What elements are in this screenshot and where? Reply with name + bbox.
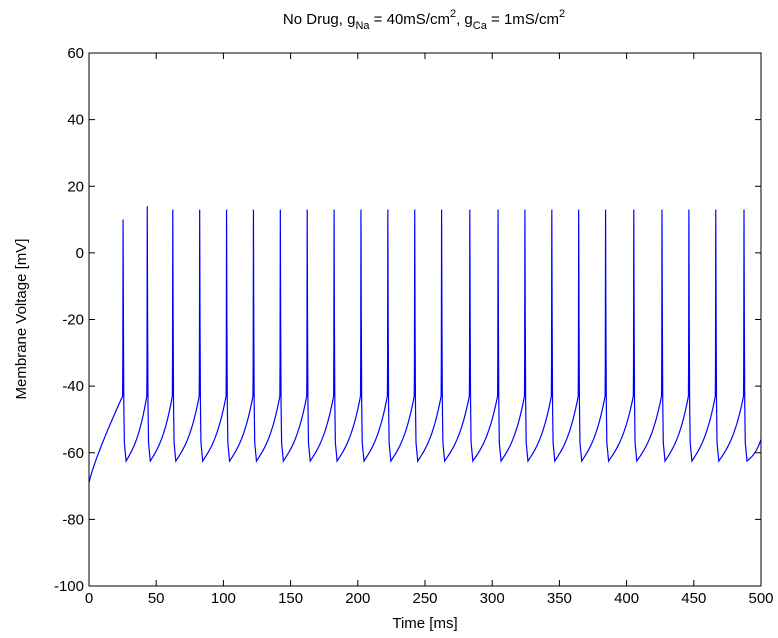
x-tick-label: 200 xyxy=(345,590,370,607)
y-tick-label: 20 xyxy=(67,178,84,195)
x-tick-label: 450 xyxy=(681,590,706,607)
y-tick-label: 40 xyxy=(67,112,84,129)
y-tick-label: -20 xyxy=(62,312,84,329)
x-tick-label: 250 xyxy=(412,590,437,607)
title-gca-superscript: 2 xyxy=(559,8,565,20)
x-tick-label: 300 xyxy=(480,590,505,607)
x-axis-ticks: 0 50 100 150 200 250 300 350 400 450 500 xyxy=(85,53,774,607)
y-tick-label: -60 xyxy=(62,445,84,462)
y-axis-label: Membrane Voltage [mV] xyxy=(13,239,30,400)
y-tick-label: -40 xyxy=(62,378,84,395)
x-tick-label: 100 xyxy=(211,590,236,607)
title-separator: , g xyxy=(456,11,473,28)
plot-background xyxy=(89,53,761,586)
x-tick-label: 500 xyxy=(748,590,773,607)
title-gna-subscript: Na xyxy=(355,20,370,32)
x-tick-label: 400 xyxy=(614,590,639,607)
title-gna-superscript: 2 xyxy=(450,8,456,20)
x-tick-label: 0 xyxy=(85,590,93,607)
x-tick-label: 150 xyxy=(278,590,303,607)
y-tick-label: 60 xyxy=(67,45,84,62)
x-axis-label: Time [ms] xyxy=(392,615,457,632)
plot-area xyxy=(88,52,762,587)
title-gca-value: = 1mS/cm xyxy=(487,11,559,28)
y-tick-label: -80 xyxy=(62,511,84,528)
voltage-trace-line xyxy=(89,206,761,483)
x-tick-label: 350 xyxy=(547,590,572,607)
title-gna-value: = 40mS/cm xyxy=(370,11,450,28)
title-prefix: No Drug, g xyxy=(283,11,356,28)
title-gca-subscript: Ca xyxy=(473,20,488,32)
y-tick-label: -100 xyxy=(54,578,84,595)
x-tick-label: 50 xyxy=(148,590,165,607)
y-axis-ticks: -100 -80 -60 -40 -20 0 20 40 60 xyxy=(54,45,761,595)
chart-title: No Drug, gNa = 40mS/cm2, gCa = 1mS/cm2 xyxy=(283,8,565,32)
y-tick-label: 0 xyxy=(76,245,84,262)
